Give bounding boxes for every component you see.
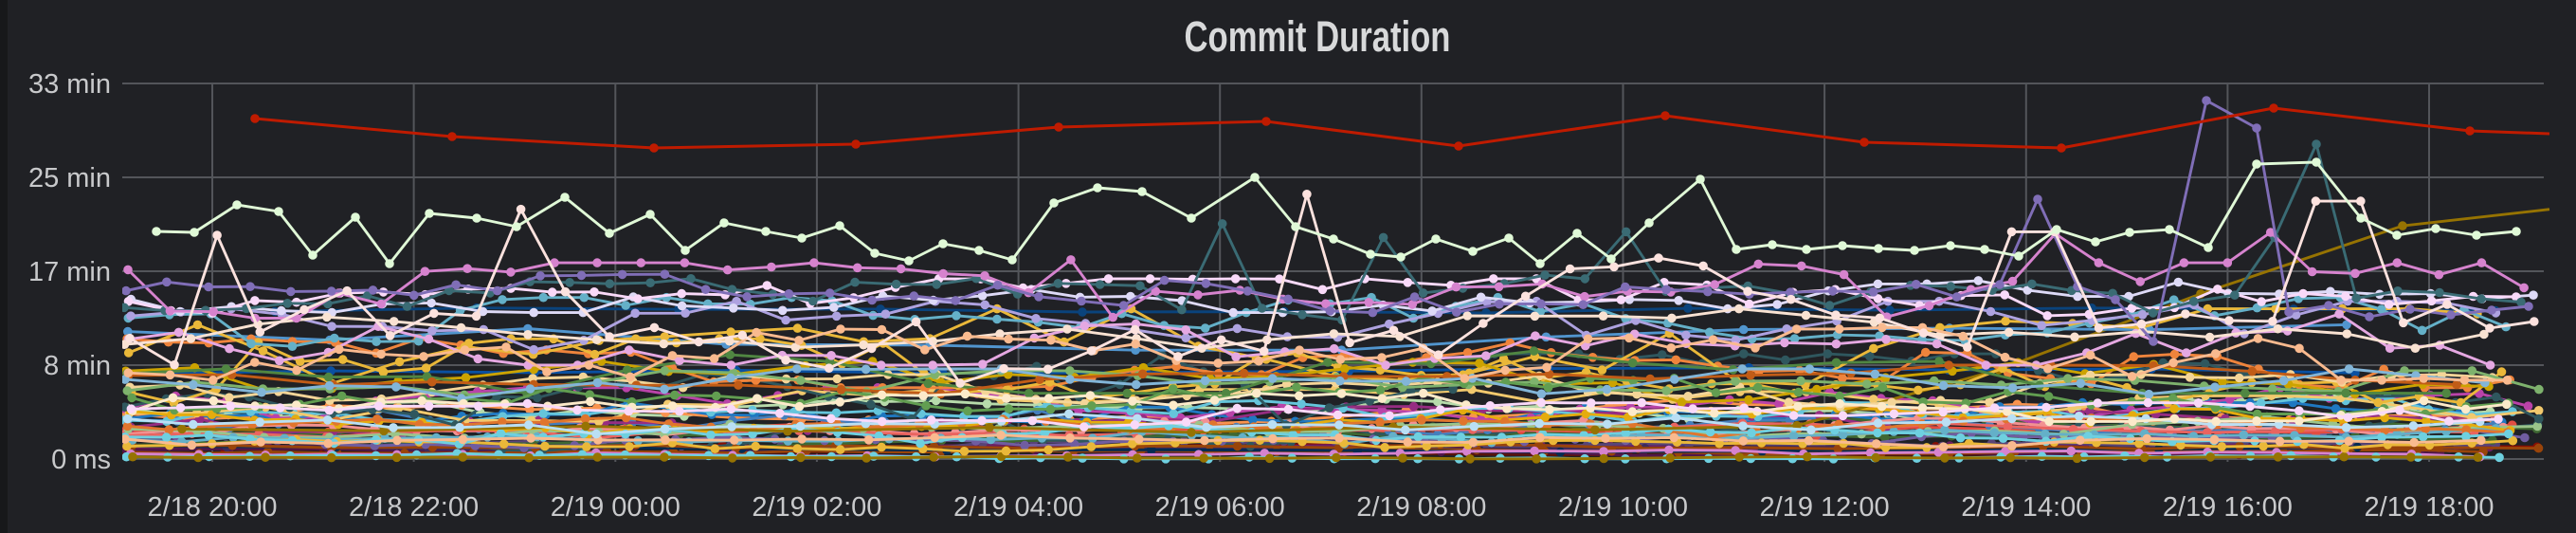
svg-text:2/19 12:00: 2/19 12:00 (1760, 492, 1890, 523)
svg-text:33 min: 33 min (28, 69, 111, 100)
svg-text:25 min: 25 min (28, 163, 111, 193)
svg-text:Commit Duration: Commit Duration (1185, 13, 1451, 61)
svg-text:2/19 04:00: 2/19 04:00 (953, 492, 1083, 523)
svg-text:2/19 00:00: 2/19 00:00 (551, 492, 680, 523)
svg-text:2/19 08:00: 2/19 08:00 (1356, 492, 1486, 523)
svg-text:2/19 16:00: 2/19 16:00 (2163, 492, 2293, 523)
svg-text:17 min: 17 min (28, 257, 111, 287)
svg-text:2/18 20:00: 2/18 20:00 (147, 492, 277, 523)
svg-text:2/19 14:00: 2/19 14:00 (1961, 492, 2091, 523)
svg-text:2/19 06:00: 2/19 06:00 (1155, 492, 1285, 523)
svg-text:0 ms: 0 ms (51, 445, 111, 475)
svg-text:2/18 22:00: 2/18 22:00 (349, 492, 479, 523)
svg-text:2/19 18:00: 2/19 18:00 (2364, 492, 2494, 523)
svg-text:8 min: 8 min (44, 351, 111, 381)
svg-text:2/19 02:00: 2/19 02:00 (752, 492, 881, 523)
svg-text:2/19 10:00: 2/19 10:00 (1558, 492, 1688, 523)
